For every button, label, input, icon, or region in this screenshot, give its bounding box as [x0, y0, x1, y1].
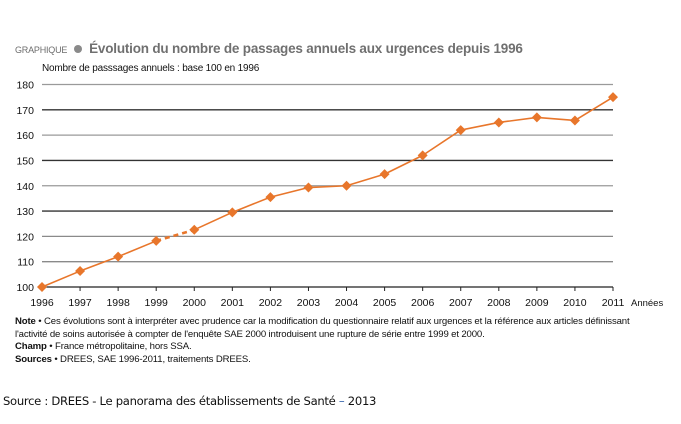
- sources-label: Sources: [15, 353, 52, 365]
- line-chart: 100 110 120 130 140 150 160 170 180 1996 1997 1998…: [16, 80, 663, 310]
- data-point-marker: [189, 224, 200, 235]
- note-text-1: • Ces évolutions sont à interpréter avec…: [35, 316, 630, 327]
- champ-text: • France métropolitaine, hors SSA.: [46, 341, 192, 352]
- series-segment: [536, 116, 575, 122]
- note-line-2: l'activité de soins autorisée à compter …: [15, 328, 485, 340]
- y-tick-label: 130: [16, 206, 34, 218]
- champ-label: Champ: [15, 341, 47, 352]
- gridlines: [42, 83, 613, 263]
- y-tick-label: 140: [16, 181, 34, 193]
- data-point-marker: [531, 112, 542, 123]
- data-point-marker: [303, 182, 314, 193]
- x-axis-label: Années: [631, 298, 663, 309]
- series-markers: [37, 92, 618, 292]
- footer-dash: –: [338, 394, 345, 408]
- data-point-marker: [608, 92, 618, 103]
- y-tick-label: 180: [16, 80, 34, 92]
- series-segment: [117, 240, 157, 258]
- series-segment: [574, 96, 614, 122]
- footer-year: 2013: [344, 394, 377, 408]
- sources-text: • DREES, SAE 1996-2011, traitements DREE…: [51, 353, 251, 365]
- series-segment: [308, 184, 347, 189]
- x-tick-label: 2006: [411, 297, 435, 309]
- series-segment: [270, 186, 309, 198]
- footer-source: Source : DREES - Le panorama des établis…: [3, 394, 376, 408]
- x-tick-label: 1997: [68, 297, 92, 309]
- data-point-marker: [417, 150, 428, 161]
- x-tick-label: 1998: [106, 297, 130, 309]
- sources-line: Sources • DREES, SAE 1996-2011, traiteme…: [15, 354, 629, 367]
- data-point-marker: [227, 207, 238, 218]
- x-axis: [42, 286, 614, 291]
- note-line-1: Note • Ces évolutions sont à interpréter…: [15, 316, 630, 329]
- x-tick-label: 2000: [183, 297, 207, 309]
- y-tick-label: 120: [16, 231, 34, 243]
- x-tick-label: 1996: [30, 297, 54, 309]
- data-point-marker: [455, 125, 466, 136]
- x-tick-label: 2009: [525, 297, 549, 309]
- data-point-marker: [113, 251, 124, 262]
- champ-line: Champ • France métropolitaine, hors SSA.: [15, 341, 629, 354]
- series-segment: [422, 129, 462, 157]
- x-tick-label: 2004: [335, 297, 359, 309]
- series-segment: [498, 116, 537, 124]
- data-point-marker: [493, 117, 504, 128]
- x-tick-label: 2005: [373, 297, 397, 309]
- x-tick-label: 2007: [449, 297, 473, 309]
- x-tick-label: 2010: [563, 297, 587, 309]
- bullet-icon: [73, 45, 82, 53]
- series-segment: [346, 173, 385, 187]
- x-tick-label: 2002: [259, 297, 283, 309]
- chart-title-row: GRAPHIQUE Évolution du nombre de passage…: [15, 40, 523, 58]
- y-axis-label: Nombre de passsages annuels : base 100 e…: [42, 63, 260, 74]
- data-point-marker: [37, 282, 47, 292]
- chart-kicker: GRAPHIQUE: [15, 45, 68, 55]
- x-tick-label: 1999: [145, 297, 169, 309]
- data-point-marker: [341, 180, 352, 191]
- data-point-marker: [151, 235, 162, 246]
- x-tick-label: 2008: [487, 297, 511, 309]
- series-segment: [460, 121, 499, 131]
- series-segment: [193, 211, 233, 231]
- data-point-marker: [569, 115, 580, 126]
- data-point-marker: [75, 266, 86, 277]
- chart-notes: Note • Ces évolutions sont à interpréter…: [15, 316, 630, 367]
- y-tick-labels: 100 110 120 130 140 150 160 170 180: [16, 80, 34, 295]
- x-tick-label: 2003: [297, 297, 321, 309]
- footer-source-text: Source : DREES - Le panorama des établis…: [3, 394, 339, 408]
- series-segment: [384, 154, 424, 175]
- series-segment: [41, 270, 81, 288]
- data-point-marker: [379, 169, 390, 180]
- series-segment: [79, 255, 119, 272]
- note-label: Note: [15, 316, 36, 327]
- chart-title: Évolution du nombre de passages annuels …: [89, 41, 523, 56]
- y-tick-label: 110: [17, 257, 34, 269]
- data-point-marker: [265, 192, 276, 203]
- y-tick-label: 100: [16, 282, 34, 294]
- series-segment: [232, 196, 271, 214]
- y-tick-label: 160: [16, 130, 34, 142]
- x-tick-label: 2011: [602, 297, 625, 309]
- series-lines: [41, 96, 614, 288]
- x-tick-label: 2001: [221, 297, 245, 309]
- series-segment-dashed: [155, 228, 195, 243]
- x-tick-labels: 1996 1997 1998 1999 2000 2001 2002 2003 2004 2005…: [30, 297, 624, 309]
- y-tick-label: 150: [16, 155, 34, 167]
- y-tick-label: 170: [16, 105, 34, 117]
